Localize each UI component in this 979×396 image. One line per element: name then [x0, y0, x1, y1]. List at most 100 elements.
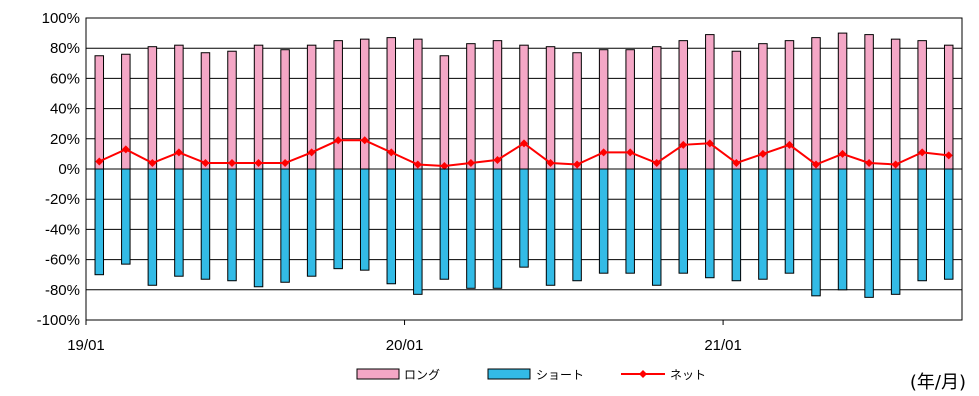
- bar-short: [413, 168, 423, 295]
- bar-short: [333, 168, 343, 270]
- net-point: [307, 148, 316, 157]
- x-tick-label: 21/01: [704, 337, 742, 354]
- bar-long: [837, 32, 848, 170]
- net-point: [148, 158, 157, 167]
- y-tick-label: 40%: [50, 101, 80, 118]
- net-point: [732, 158, 741, 167]
- y-tick-label: 0%: [58, 161, 80, 178]
- bar-long: [253, 44, 264, 170]
- y-tick-label: -80%: [45, 282, 80, 299]
- bar-short: [306, 168, 317, 277]
- bar-long: [705, 34, 715, 170]
- y-tick-label: 80%: [50, 40, 80, 57]
- y-tick-label: -100%: [37, 312, 80, 329]
- bar-short: [121, 168, 131, 265]
- net-point: [334, 136, 343, 145]
- net-point: [95, 157, 104, 166]
- bar-long: [492, 40, 503, 170]
- bar-short: [572, 168, 582, 282]
- net-point: [121, 145, 130, 154]
- bar-short: [174, 168, 184, 277]
- bar-short: [94, 168, 105, 276]
- bar-short: [200, 168, 211, 280]
- bar-short: [147, 168, 158, 286]
- net-point: [360, 136, 369, 145]
- bar-short: [758, 168, 768, 280]
- net-point: [201, 158, 210, 167]
- bar-long: [280, 49, 290, 170]
- legend-swatch-long: [356, 368, 400, 380]
- net-point: [599, 148, 608, 157]
- y-tick-label: 20%: [50, 131, 80, 148]
- bar-short: [253, 168, 264, 288]
- net-point: [520, 139, 528, 148]
- bar-short: [890, 168, 901, 295]
- bar-long: [890, 38, 901, 170]
- bar-long: [466, 43, 476, 170]
- legend-swatch-short: [487, 368, 531, 380]
- net-point: [758, 149, 767, 158]
- net-point: [573, 160, 582, 169]
- bar-long: [731, 50, 742, 170]
- bar-long: [545, 46, 556, 170]
- y-tick-label: 100%: [42, 10, 80, 27]
- net-point: [440, 161, 449, 170]
- bar-long: [439, 55, 450, 170]
- bar-short: [625, 168, 635, 274]
- bar-long: [147, 46, 158, 170]
- net-point: [679, 140, 688, 149]
- net-point: [174, 148, 183, 157]
- net-point: [254, 158, 263, 167]
- x-tick-label: 19/01: [67, 337, 105, 354]
- net-point: [838, 149, 847, 158]
- bar-short: [359, 168, 370, 271]
- bar-long: [784, 40, 795, 170]
- legend-marker-net: [639, 370, 647, 378]
- bar-short: [439, 168, 450, 280]
- bar-short: [492, 168, 503, 289]
- bar-short: [784, 168, 795, 274]
- bar-short: [280, 168, 290, 283]
- bar-long: [333, 40, 343, 170]
- net-point: [466, 158, 475, 167]
- bar-short: [651, 168, 662, 286]
- net-point: [493, 155, 502, 164]
- bar-short: [917, 168, 927, 282]
- net-point: [546, 158, 555, 167]
- bar-long: [864, 34, 874, 170]
- bar-long: [359, 38, 370, 170]
- y-tick-label: -40%: [45, 221, 80, 238]
- x-tick-label: 20/01: [386, 337, 424, 354]
- bar-short: [598, 168, 609, 274]
- net-point: [652, 158, 661, 167]
- bar-long: [413, 38, 423, 170]
- bar-short: [811, 168, 821, 297]
- net-point: [228, 158, 236, 167]
- net-point: [785, 140, 794, 149]
- bar-long: [572, 52, 582, 170]
- bar-short: [466, 168, 476, 289]
- net-line: [95, 136, 953, 170]
- bar-long: [227, 50, 237, 170]
- bars: [94, 32, 954, 298]
- net-point: [918, 148, 927, 157]
- bar-short: [386, 168, 397, 285]
- y-tick-label: -20%: [45, 191, 80, 208]
- legend-label-short: ショート: [536, 368, 584, 382]
- net-point: [626, 148, 635, 157]
- bar-short: [227, 168, 237, 282]
- bar-short: [864, 168, 874, 298]
- bar-short: [519, 168, 529, 268]
- bar-long: [943, 44, 954, 170]
- bar-long: [678, 40, 689, 170]
- bar-short: [545, 168, 556, 286]
- net-point: [413, 160, 422, 169]
- net-point: [812, 160, 820, 169]
- legend-label-net: ネット: [670, 368, 706, 382]
- bar-long: [519, 44, 529, 170]
- bar-long: [651, 46, 662, 170]
- legend: ロング ショート ネット: [356, 368, 706, 382]
- net-point: [705, 139, 714, 148]
- net-point: [865, 158, 874, 167]
